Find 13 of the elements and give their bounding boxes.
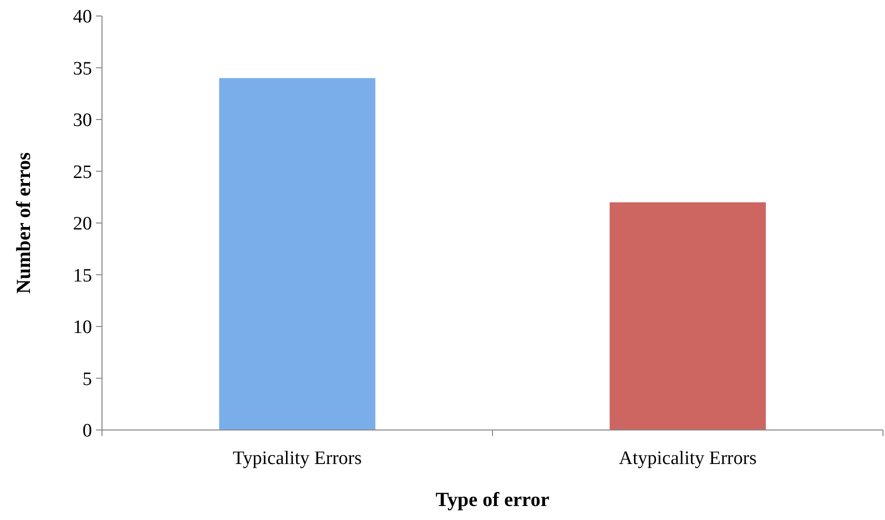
x-tick-label: Typicality Errors xyxy=(232,448,362,469)
x-axis-title: Type of error xyxy=(436,489,550,511)
y-tick-label: 0 xyxy=(82,420,92,442)
y-tick-label: 40 xyxy=(73,6,92,28)
y-tick-label: 25 xyxy=(73,162,92,183)
y-tick-label: 30 xyxy=(73,110,92,132)
x-tick-label: Atypicality Errors xyxy=(618,448,757,469)
y-tick-label: 10 xyxy=(73,317,92,338)
y-axis-title: Number of erros xyxy=(13,152,35,294)
y-tick-label: 15 xyxy=(73,265,92,286)
y-tick-label: 5 xyxy=(82,368,92,390)
y-tick-label: 20 xyxy=(73,214,92,235)
y-tick-label: 35 xyxy=(73,58,92,80)
